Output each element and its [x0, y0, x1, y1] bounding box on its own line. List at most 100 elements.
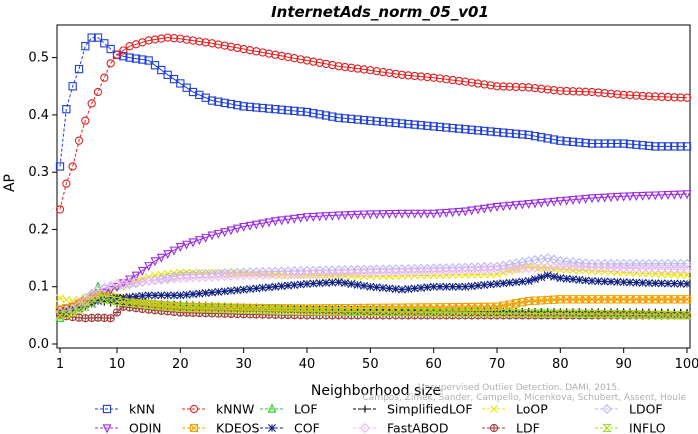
data-point — [575, 138, 584, 147]
data-point — [574, 262, 585, 273]
data-point — [473, 205, 483, 215]
x-tick-label: 10 — [109, 357, 126, 372]
y-tick-label: 0.2 — [28, 222, 49, 237]
data-point — [353, 64, 362, 73]
data-point — [397, 308, 407, 317]
data-point — [498, 308, 509, 318]
data-point — [100, 296, 109, 305]
data-point — [632, 91, 641, 100]
data-point — [239, 285, 248, 294]
data-point — [347, 63, 356, 72]
data-point — [518, 83, 527, 92]
data-point — [619, 139, 628, 148]
data-point — [378, 117, 388, 126]
data-point — [144, 56, 153, 65]
data-point — [555, 309, 566, 318]
data-point — [195, 289, 204, 298]
data-point — [549, 197, 559, 207]
data-point — [587, 262, 597, 273]
data-point — [410, 120, 419, 129]
data-point — [144, 291, 153, 300]
data-point — [486, 280, 495, 289]
data-point — [499, 82, 508, 91]
data-point — [106, 314, 115, 323]
data-point — [625, 139, 635, 149]
data-point — [612, 310, 623, 319]
data-point — [144, 262, 154, 272]
data-point — [416, 121, 426, 130]
data-point — [650, 191, 660, 201]
data-point — [322, 278, 330, 287]
y-tick-label: 0.1 — [28, 280, 49, 295]
data-point — [650, 263, 661, 274]
x-tick-label: 90 — [615, 357, 632, 372]
data-point — [245, 221, 255, 231]
data-point — [403, 209, 413, 219]
data-point — [138, 291, 147, 300]
data-point — [651, 279, 660, 288]
data-point — [245, 102, 255, 112]
data-point — [233, 101, 242, 110]
data-point — [454, 207, 464, 217]
data-point — [379, 283, 387, 292]
data-point — [454, 124, 464, 133]
data-point — [593, 193, 603, 203]
data-point — [600, 88, 609, 98]
data-point — [112, 296, 122, 306]
data-point — [289, 306, 300, 316]
legend-marker — [602, 423, 612, 433]
data-point — [68, 162, 77, 171]
data-point — [157, 291, 166, 300]
data-point — [302, 56, 312, 65]
data-point — [309, 57, 318, 66]
data-point — [543, 198, 553, 208]
legend-item-loop: LoOP — [482, 402, 548, 417]
data-point — [606, 263, 616, 274]
data-point — [429, 282, 438, 291]
series-line-dashed — [59, 297, 118, 316]
credit-line-1: Campos, Zimek, Sander, Campello, Micenko… — [363, 393, 687, 403]
data-point — [593, 309, 604, 319]
data-point — [162, 302, 173, 311]
legend-label: FastABOD — [387, 421, 449, 434]
data-point — [296, 55, 305, 64]
data-point — [239, 44, 248, 54]
data-point — [650, 310, 661, 319]
data-point — [150, 301, 160, 310]
data-point — [93, 87, 103, 97]
data-point — [86, 290, 97, 301]
legend-label: kNNW — [216, 402, 254, 417]
data-point — [144, 36, 153, 45]
data-point — [359, 210, 369, 220]
data-point — [448, 282, 457, 291]
data-point — [473, 126, 483, 135]
legend-item-odin: ODIN — [95, 421, 162, 434]
data-point — [663, 264, 673, 275]
data-point — [296, 214, 306, 223]
data-point — [588, 277, 596, 285]
data-point — [486, 127, 495, 136]
data-point — [283, 106, 293, 115]
data-point — [181, 303, 192, 313]
data-point — [416, 72, 426, 81]
data-point — [359, 115, 369, 125]
data-point — [226, 226, 236, 236]
data-point — [385, 68, 394, 78]
x-tick-label: 40 — [299, 357, 316, 372]
data-point — [569, 275, 577, 284]
data-point — [384, 307, 395, 317]
data-point — [612, 192, 622, 202]
data-point — [119, 52, 128, 61]
data-point — [480, 126, 489, 136]
data-point — [302, 107, 312, 117]
data-point — [340, 307, 350, 316]
x-tick-label: 70 — [489, 357, 506, 372]
legend-label: KDEOS — [216, 421, 260, 434]
data-point — [631, 192, 641, 202]
legend-item-simplifiedlof: SimplifiedLOF — [353, 402, 473, 417]
data-point — [94, 297, 102, 306]
data-point — [169, 74, 179, 84]
legend-label: INFLO — [629, 421, 666, 434]
data-point — [410, 71, 419, 81]
data-point — [448, 208, 458, 218]
